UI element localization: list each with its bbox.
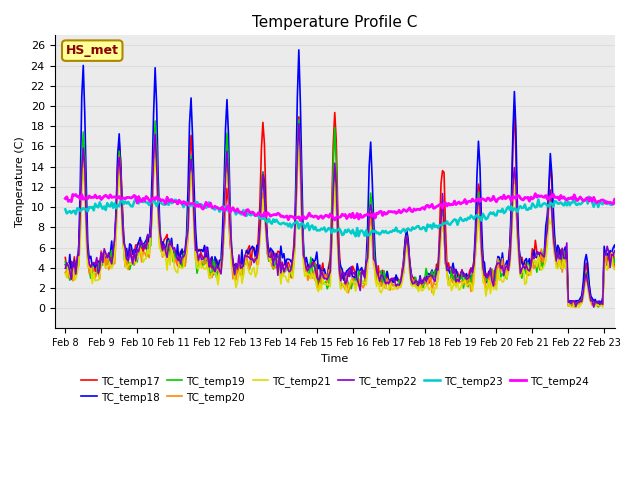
Text: HS_met: HS_met [66,44,119,57]
Title: Temperature Profile C: Temperature Profile C [252,15,417,30]
X-axis label: Time: Time [321,354,348,364]
Y-axis label: Temperature (C): Temperature (C) [15,136,25,227]
Legend: TC_temp17, TC_temp18, TC_temp19, TC_temp20, TC_temp21, TC_temp22, TC_temp23, TC_: TC_temp17, TC_temp18, TC_temp19, TC_temp… [77,372,593,407]
